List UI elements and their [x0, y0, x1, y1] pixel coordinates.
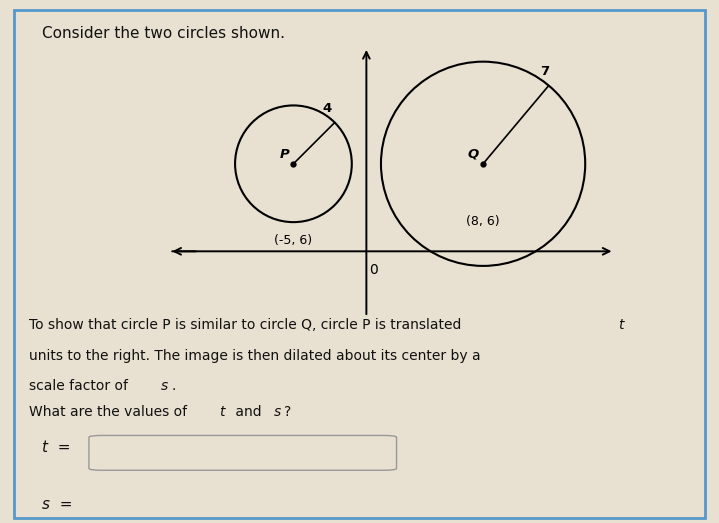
Text: s  =: s = — [42, 497, 73, 511]
Text: .: . — [172, 379, 176, 393]
Text: P: P — [279, 148, 289, 161]
Text: t: t — [618, 318, 624, 332]
Text: t  =: t = — [42, 440, 70, 455]
FancyBboxPatch shape — [89, 436, 397, 470]
Text: ?: ? — [284, 405, 291, 419]
Text: To show that circle P is similar to circle Q, circle P is translated: To show that circle P is similar to circ… — [29, 318, 465, 332]
Text: s: s — [161, 379, 168, 393]
Text: and: and — [231, 405, 266, 419]
Text: t: t — [219, 405, 225, 419]
Text: s: s — [273, 405, 280, 419]
Text: (8, 6): (8, 6) — [467, 215, 500, 228]
Text: units to the right. The image is then dilated about its center by a: units to the right. The image is then di… — [29, 349, 480, 363]
Text: What are the values of: What are the values of — [29, 405, 191, 419]
Text: 4: 4 — [323, 102, 332, 115]
Text: scale factor of: scale factor of — [29, 379, 132, 393]
Text: 0: 0 — [370, 263, 378, 277]
Text: 7: 7 — [540, 65, 549, 78]
Text: Q: Q — [467, 148, 479, 161]
Text: (-5, 6): (-5, 6) — [275, 234, 313, 247]
Text: Consider the two circles shown.: Consider the two circles shown. — [42, 27, 285, 41]
